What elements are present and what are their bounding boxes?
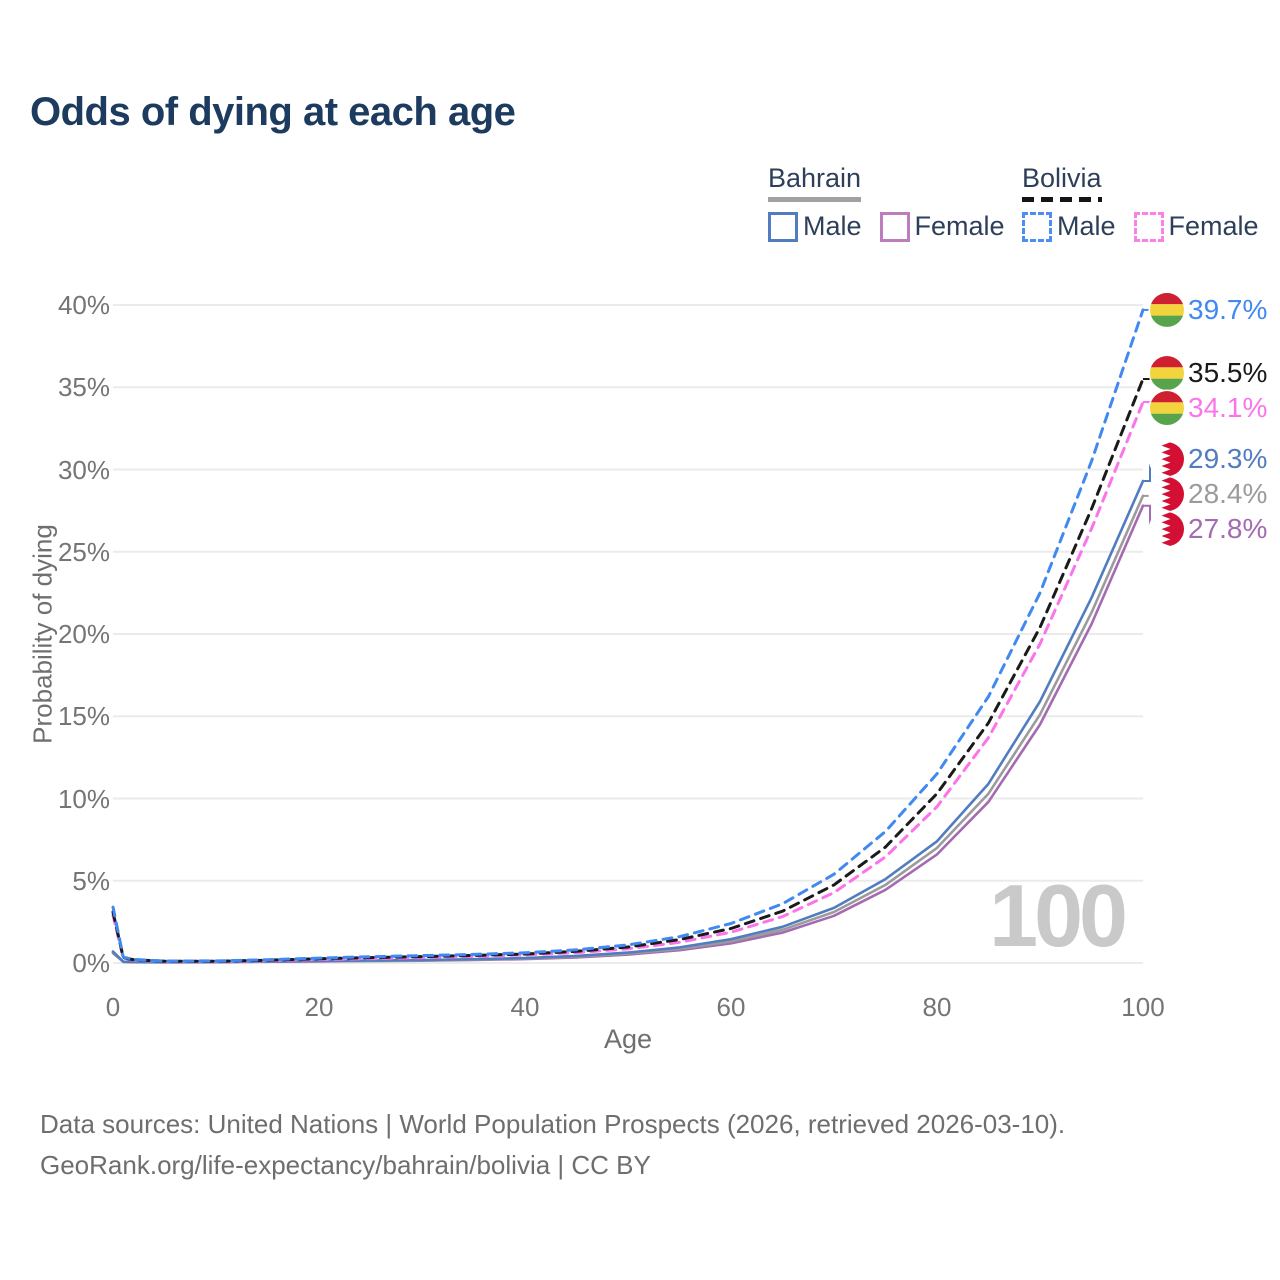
x-axis-label: Age — [603, 1024, 653, 1054]
series-line-bolivia-male — [111, 308, 1145, 963]
y-tick-label: 20% — [57, 619, 110, 649]
flag-bolivia-icon — [1148, 389, 1186, 427]
y-tick-label: 15% — [57, 701, 110, 732]
flag-bahrain-icon — [1148, 510, 1186, 548]
end-label-bahrain-female: 27.8% — [1188, 513, 1268, 545]
legend-item-label: Male — [1057, 211, 1116, 241]
legend-country-bahrain: Bahrain — [768, 163, 862, 193]
y-tick-label: 40% — [57, 290, 110, 320]
flag-bahrain-icon — [1148, 475, 1186, 513]
flag-bolivia-icon — [1148, 354, 1186, 392]
end-label-bolivia-female: 34.1% — [1188, 392, 1268, 424]
legend-swatch-icon — [1133, 211, 1164, 242]
legend-group-bahrain: Bahrain Male Female — [768, 163, 1005, 242]
footer-data-sources: Data sources: United Nations | World Pop… — [40, 1109, 1066, 1139]
legend-item-bahrain-male[interactable]: Male — [768, 211, 862, 242]
legend-item-bolivia-male[interactable]: Male — [1022, 211, 1116, 242]
legend-item-bolivia-female[interactable]: Female — [1133, 211, 1259, 242]
x-tick-label: 20 — [304, 992, 334, 1022]
y-axis-label: Probability of dying — [27, 524, 58, 744]
y-tick-label: 10% — [57, 783, 110, 814]
flag-bahrain-icon — [1148, 440, 1186, 478]
legend-linestyle-bolivia-dashed — [1022, 197, 1102, 202]
age-100-watermark: 100 — [989, 866, 1128, 965]
end-label-bahrain: 28.4% — [1188, 478, 1268, 510]
y-tick-label: 30% — [57, 454, 110, 485]
x-tick-label: 60 — [716, 992, 746, 1022]
x-tick-label: 80 — [922, 992, 952, 1022]
y-tick-label: 35% — [57, 372, 110, 403]
legend-item-bahrain-female[interactable]: Female — [879, 211, 1005, 242]
legend-item-label: Male — [803, 211, 862, 241]
chart-title: Odds of dying at each age — [30, 90, 516, 134]
end-label-bolivia-male: 39.7% — [1188, 293, 1268, 325]
legend-swatch-icon — [1022, 211, 1052, 242]
footer-attribution: GeoRank.org/life-expectancy/bahrain/boli… — [40, 1150, 651, 1180]
y-tick-label: 5% — [72, 865, 110, 896]
legend-header-bolivia: Bolivia — [1022, 163, 1102, 202]
legend-group-bolivia: Bolivia Male Female — [1022, 163, 1259, 242]
legend-swatch-icon — [879, 211, 910, 242]
legend-country-bolivia: Bolivia — [1022, 163, 1102, 193]
x-tick-label: 100 — [1121, 992, 1165, 1022]
legend-item-label: Female — [914, 211, 1005, 241]
legend-header-bahrain: Bahrain — [768, 163, 862, 202]
y-tick-label: 25% — [57, 536, 110, 567]
end-label-bahrain-male: 29.3% — [1188, 443, 1268, 475]
end-label-bolivia: 35.5% — [1188, 357, 1268, 389]
legend-items-bahrain: Male Female — [768, 211, 1005, 242]
x-tick-label: 0 — [105, 992, 121, 1022]
flag-bolivia-icon — [1148, 291, 1186, 329]
legend-linestyle-bahrain-solid — [768, 197, 862, 202]
y-tick-label: 0% — [72, 948, 110, 978]
footer: Data sources: United Nations | World Pop… — [40, 1104, 1065, 1186]
legend-items-bolivia: Male Female — [1022, 211, 1259, 242]
x-tick-label: 40 — [510, 992, 540, 1022]
legend-item-label: Female — [1168, 211, 1259, 241]
legend-swatch-icon — [768, 211, 798, 242]
